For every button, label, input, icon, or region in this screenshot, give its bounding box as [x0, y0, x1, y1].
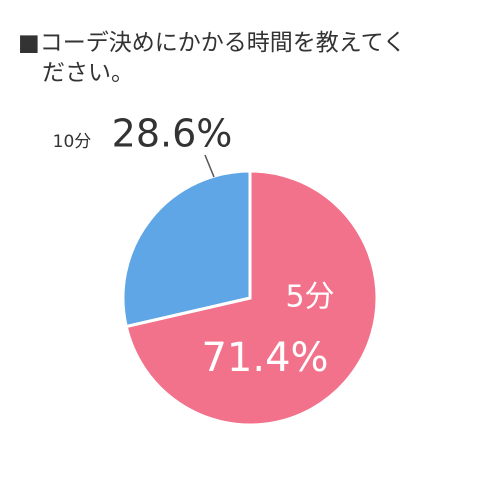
leader-line: [204, 154, 215, 178]
value-label: 71.4%: [201, 335, 328, 381]
pie-slice: [121, 169, 252, 329]
chart-title: ■コーデ決めにかかる時間を教えてください。: [18, 30, 406, 86]
value-label: 28.6%: [112, 112, 233, 156]
pie-slice: [124, 169, 379, 427]
slice-label: 10分: [53, 132, 92, 152]
slice-label: 5分: [285, 280, 334, 315]
